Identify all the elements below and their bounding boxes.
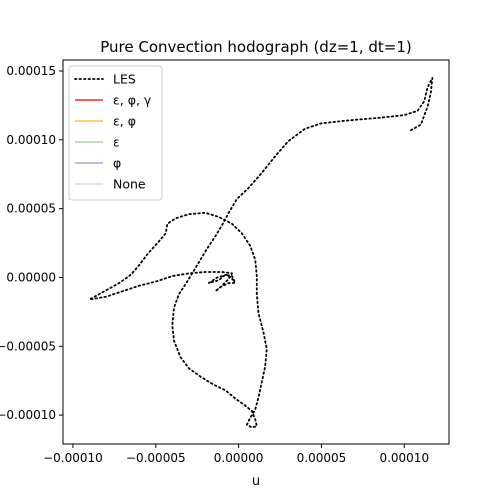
legend-label: LES <box>113 72 136 87</box>
x-tick-label: 0.00005 <box>297 451 347 465</box>
x-tick-label: 0.00000 <box>214 451 264 465</box>
x-tick-label: −0.00010 <box>43 451 103 465</box>
legend-label: ε <box>113 135 120 150</box>
x-axis-label: u <box>252 474 260 489</box>
series-layer <box>88 77 434 429</box>
legend-label: None <box>113 177 146 192</box>
legend-label: ε, φ, γ <box>113 93 152 108</box>
y-tick-label: 0.00010 <box>6 133 56 147</box>
legend-label: ε, φ <box>113 114 136 129</box>
y-tick-label: 0.00000 <box>6 270 56 284</box>
x-axis-ticks: −0.00010 −0.00005 0.00000 0.00005 0.00010 <box>43 444 429 465</box>
y-tick-label: 0.00015 <box>6 64 56 78</box>
chart-title: Pure Convection hodograph (dz=1, dt=1) <box>100 38 411 56</box>
x-tick-label: 0.00010 <box>379 451 429 465</box>
plot-frame <box>62 59 450 445</box>
y-tick-label: −0.00005 <box>0 339 56 353</box>
legend: LES ε, φ, γ ε, φ εφ None <box>68 65 163 201</box>
x-tick-label: −0.00005 <box>126 451 186 465</box>
legend-label: φ <box>113 156 121 171</box>
series-line-les <box>88 77 434 429</box>
y-axis-ticks: −0.00010 −0.00005 0.00000 0.00005 0.00010 0.0… <box>0 64 63 422</box>
y-tick-label: −0.00010 <box>0 408 56 422</box>
y-tick-label: 0.00005 <box>6 202 56 216</box>
